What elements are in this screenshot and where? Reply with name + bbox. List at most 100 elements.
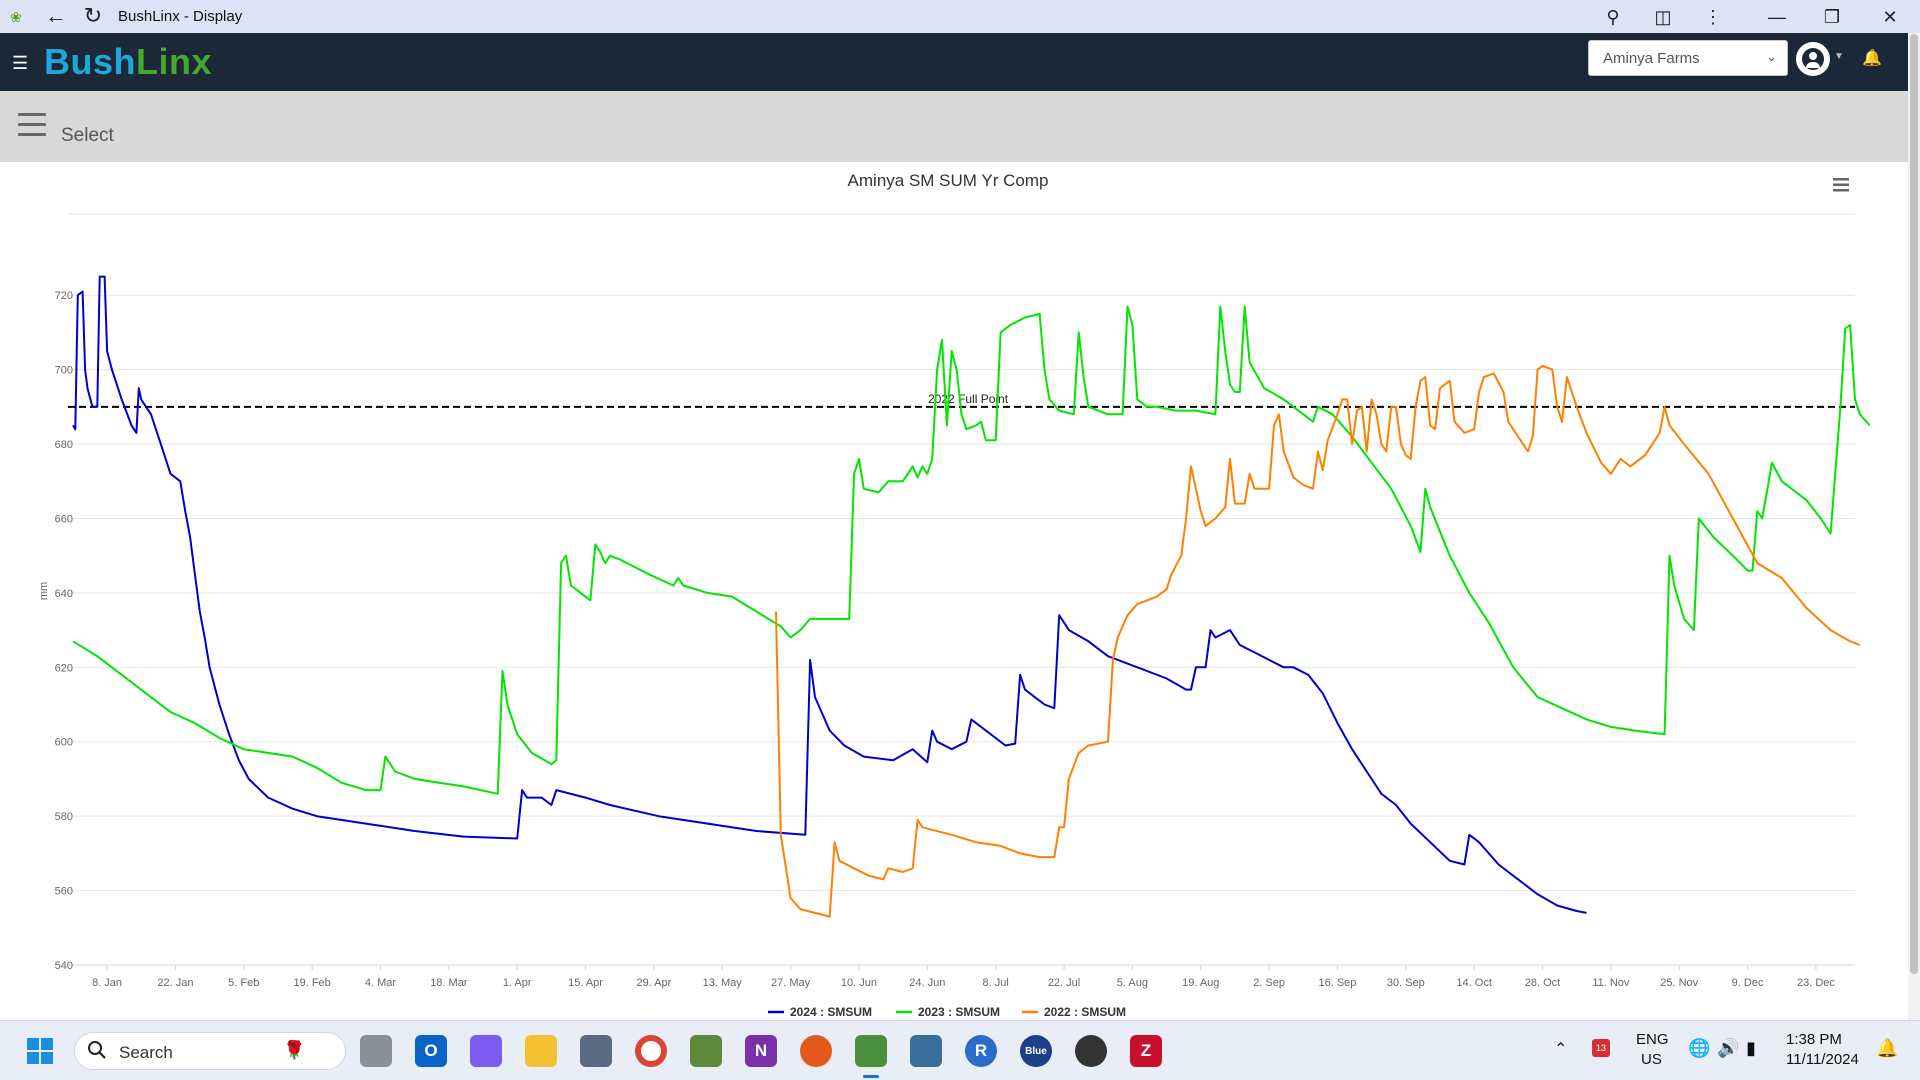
clock-time[interactable]: 1:38 PM bbox=[1786, 1031, 1842, 1048]
extensions-icon[interactable]: ◫ bbox=[1654, 7, 1672, 27]
x-tick-label: 27. May bbox=[771, 977, 811, 989]
menu-icon[interactable] bbox=[18, 113, 46, 137]
file-explorer-icon[interactable] bbox=[525, 1035, 557, 1067]
legend-item-label: 2023 : SMSUM bbox=[918, 1005, 1000, 1019]
y-tick-label: 540 bbox=[55, 960, 73, 972]
select-label[interactable]: Select bbox=[61, 125, 114, 146]
x-tick-label: 19. Feb bbox=[293, 977, 330, 989]
select-bar: Select bbox=[0, 91, 1908, 162]
farm-select[interactable]: Aminya Farms ⌄ bbox=[1588, 40, 1788, 76]
chevron-up-icon[interactable]: ⌃ bbox=[1554, 1041, 1568, 1058]
chart-menu-icon[interactable] bbox=[1833, 178, 1849, 192]
x-tick-label: 23. Dec bbox=[1797, 977, 1835, 989]
minimize-button[interactable]: — bbox=[1768, 7, 1786, 27]
x-tick-label: 30. Sep bbox=[1387, 977, 1425, 989]
logo-part-linx: Linx bbox=[136, 41, 213, 82]
x-tick-label: 14. Oct bbox=[1456, 977, 1491, 989]
obs-icon[interactable] bbox=[1075, 1035, 1107, 1067]
r-icon[interactable]: R bbox=[965, 1035, 997, 1067]
windows-taskbar: Search 🌹 O N R Blue Z ⌃ 13 ENG US 🌐 🔊 ▮ … bbox=[0, 1020, 1920, 1080]
avatar-body bbox=[1806, 62, 1820, 68]
close-button[interactable]: ✕ bbox=[1882, 7, 1898, 27]
zoom-icon[interactable]: ⚲ bbox=[1606, 7, 1620, 27]
x-tick-label: 11. Nov bbox=[1592, 977, 1630, 989]
x-tick-label: 2. Sep bbox=[1253, 977, 1285, 989]
firefox-icon[interactable] bbox=[800, 1035, 832, 1067]
x-tick-label: 10. Jun bbox=[841, 977, 877, 989]
x-tick-label: 1. Apr bbox=[503, 977, 532, 989]
logo-part-bush: Bush bbox=[44, 41, 136, 82]
bushlinx-leaf-icon: ❀ bbox=[10, 9, 22, 25]
y-tick-label: 680 bbox=[55, 439, 73, 451]
task-view-icon[interactable] bbox=[360, 1035, 392, 1067]
mapping-app-icon[interactable] bbox=[690, 1035, 722, 1067]
outlook-icon[interactable]: O bbox=[415, 1035, 447, 1067]
arrow-left-icon[interactable]: ← bbox=[45, 3, 67, 28]
search-placeholder: Search bbox=[119, 1043, 173, 1062]
network-icon[interactable]: 🌐 bbox=[1688, 1038, 1711, 1058]
filezilla-icon[interactable]: Z bbox=[1130, 1035, 1162, 1067]
user-menu-caret-icon[interactable]: ▼ bbox=[1834, 51, 1844, 62]
x-tick-label: 22. Jan bbox=[157, 977, 193, 989]
taskbar-search[interactable]: Search 🌹 bbox=[74, 1032, 346, 1070]
x-tick-label: 15. Apr bbox=[568, 977, 603, 989]
chevron-down-icon: ⌄ bbox=[1766, 49, 1777, 64]
x-tick-label: 29. Apr bbox=[636, 977, 671, 989]
x-tick-label: 5. Aug bbox=[1117, 977, 1148, 989]
chart-svg: Aminya SM SUM Yr Comp 540 560 580 600 620 640… bbox=[38, 171, 1871, 1019]
page-scrollbar-thumb[interactable] bbox=[1910, 34, 1918, 974]
x-tick-label: 22. Jul bbox=[1048, 977, 1080, 989]
x-tick-label: 8. Jan bbox=[92, 977, 122, 989]
search-decoration-icon: 🌹 bbox=[283, 1040, 306, 1060]
bushlinx-icon[interactable] bbox=[855, 1035, 887, 1067]
series-line-2022 bbox=[775, 364, 1861, 918]
more-vert-icon[interactable]: ⋮ bbox=[1704, 7, 1722, 27]
x-tick-label: 4. Mar bbox=[365, 977, 397, 989]
x-tick-label: 9. Dec bbox=[1732, 977, 1764, 989]
y-tick-label: 600 bbox=[55, 737, 73, 749]
y-tick-label: 720 bbox=[55, 290, 73, 302]
x-tick-label: 13. May bbox=[703, 977, 743, 989]
browser-titlebar: ❀ ← ↻ BushLinx - Display ⚲ ◫ ⋮ — ❐ ✕ bbox=[0, 0, 1920, 33]
volume-icon[interactable]: 🔊 bbox=[1717, 1038, 1740, 1058]
start-icon[interactable] bbox=[24, 1035, 56, 1067]
chart-title: Aminya SM SUM Yr Comp bbox=[848, 171, 1049, 190]
y-tick-label: 580 bbox=[55, 811, 73, 823]
calculator-icon[interactable] bbox=[580, 1035, 612, 1067]
y-tick-label: 560 bbox=[55, 886, 73, 898]
reload-icon[interactable]: ↻ bbox=[83, 3, 103, 28]
language-primary[interactable]: ENG bbox=[1636, 1031, 1669, 1048]
bluetooth-app-icon[interactable]: Blue bbox=[1020, 1035, 1052, 1067]
battery-icon[interactable]: ▮ bbox=[1746, 1038, 1756, 1058]
user-avatar[interactable] bbox=[1796, 42, 1830, 76]
x-tick-label: 18. Mar bbox=[430, 977, 468, 989]
notification-bell-icon[interactable]: 🔔 bbox=[1876, 1038, 1899, 1058]
language-secondary[interactable]: US bbox=[1641, 1051, 1662, 1068]
x-tick-label: 8. Jul bbox=[983, 977, 1009, 989]
series-line-2024 bbox=[72, 275, 1587, 914]
app-header: ☰ BushLinx Aminya Farms ⌄ ▼ 🔔 bbox=[0, 33, 1908, 91]
calendar-badge-icon[interactable]: 13 bbox=[1592, 1039, 1610, 1057]
x-tick-label: 16. Sep bbox=[1318, 977, 1356, 989]
chrome-icon[interactable] bbox=[635, 1035, 667, 1067]
active-app-indicator bbox=[863, 1075, 879, 1078]
x-tick-label: 19. Aug bbox=[1182, 977, 1219, 989]
chart-container: Aminya SM SUM Yr Comp 540 560 580 600 620 640… bbox=[0, 162, 1908, 1020]
series-line-2023 bbox=[72, 305, 1871, 795]
bell-icon[interactable]: 🔔 bbox=[1862, 50, 1882, 67]
search-icon bbox=[88, 1041, 106, 1059]
y-tick-label: 640 bbox=[55, 588, 73, 600]
farm-select-value: Aminya Farms bbox=[1603, 50, 1700, 67]
clock-date[interactable]: 11/11/2024 bbox=[1786, 1051, 1859, 1068]
copilot-icon[interactable] bbox=[470, 1035, 502, 1067]
restore-button[interactable]: ❐ bbox=[1823, 7, 1841, 27]
hamburger-icon[interactable]: ☰ bbox=[12, 53, 29, 73]
x-tick-label: 5. Feb bbox=[228, 977, 259, 989]
window-title: BushLinx - Display bbox=[118, 8, 243, 25]
x-tick-label: 24. Jun bbox=[909, 977, 945, 989]
onenote-icon[interactable]: N bbox=[745, 1035, 777, 1067]
y-tick-label: 620 bbox=[55, 662, 73, 674]
x-tick-label: 25. Nov bbox=[1660, 977, 1698, 989]
bushlinx-logo[interactable]: BushLinx bbox=[44, 41, 212, 83]
game-icon[interactable] bbox=[910, 1035, 942, 1067]
